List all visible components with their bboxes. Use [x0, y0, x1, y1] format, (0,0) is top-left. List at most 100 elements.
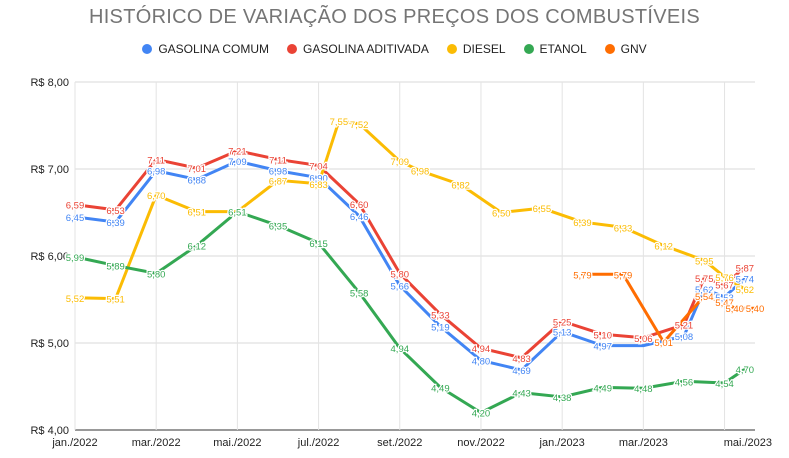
data-label: 5,47: [715, 298, 734, 309]
x-tick-label: jan./2023: [539, 437, 585, 449]
data-label: 5,80: [391, 269, 410, 280]
data-label: 4,38: [553, 393, 572, 404]
data-label: 5,66: [391, 282, 410, 293]
y-tick-label: R$ 7,00: [30, 164, 69, 176]
data-label: 4,54: [715, 379, 734, 390]
data-label: 7,01: [188, 164, 207, 175]
data-label: 4,56: [675, 377, 694, 388]
data-label: 5,95: [695, 256, 714, 267]
data-label: 5,01: [654, 338, 673, 349]
data-label: 5,51: [106, 295, 125, 306]
data-label: 6,45: [66, 213, 85, 224]
data-label: 5,08: [675, 332, 694, 343]
legend-item: GASOLINA COMUM: [142, 42, 269, 56]
data-label: 4,94: [391, 344, 410, 355]
data-label: 5,87: [736, 263, 755, 274]
data-label: 4,43: [512, 389, 531, 400]
data-label: 4,20: [472, 409, 491, 420]
legend-item: DIESEL: [446, 42, 506, 56]
legend-marker: [446, 44, 457, 54]
legend-item: GASOLINA ADITIVADA: [287, 42, 429, 56]
x-tick-label: jan./2022: [51, 437, 97, 449]
data-label: 7,04: [309, 162, 328, 173]
data-label: 4,83: [512, 354, 531, 365]
x-tick-label: jul./2022: [297, 437, 340, 449]
data-label: 5,10: [594, 330, 613, 341]
data-label: 5,76: [715, 273, 734, 284]
data-label: 7,11: [269, 155, 287, 166]
data-label: 5,19: [431, 322, 450, 333]
data-label: 5,80: [147, 269, 166, 280]
x-tick-label: mai./2023: [724, 437, 772, 449]
data-label: 5,75: [695, 274, 714, 285]
data-label: 4,97: [594, 342, 613, 353]
legend-label: DIESEL: [462, 42, 506, 56]
data-label: 5,13: [553, 328, 572, 339]
legend-item: GNV: [604, 42, 647, 56]
data-label: 5,67: [715, 281, 734, 292]
data-label: 5,89: [106, 262, 125, 273]
data-label: 5,52: [66, 294, 85, 305]
data-label: 6,70: [147, 191, 166, 202]
data-label: 5,33: [431, 310, 450, 321]
data-label: 7,09: [228, 157, 247, 168]
data-label: 7,55: [330, 117, 349, 128]
data-label: 4,49: [431, 383, 450, 394]
data-label: 4,94: [472, 344, 491, 355]
data-label: 6,39: [106, 218, 125, 229]
data-label: 5,06: [634, 334, 653, 345]
series-line: [73, 149, 747, 360]
data-label: 5,54: [695, 292, 714, 303]
data-label: 6,50: [492, 209, 511, 220]
data-label: 5,40: [725, 304, 744, 315]
data-label: 7,52: [350, 120, 369, 131]
x-tick-label: mar./2022: [132, 437, 181, 449]
data-label: 5,25: [553, 317, 572, 328]
data-label: 6,35: [269, 222, 288, 233]
data-label: 7,09: [391, 157, 410, 168]
x-tick-label: mai./2022: [213, 437, 261, 449]
data-label: 4,80: [472, 356, 491, 367]
data-label: 5,58: [350, 289, 369, 300]
data-label: 5,40: [746, 304, 765, 315]
data-label: 4,48: [634, 384, 653, 395]
data-label: 4,70: [736, 365, 755, 376]
data-label: 6,15: [309, 239, 328, 250]
data-label: 6,59: [66, 201, 85, 212]
data-label: 6,51: [228, 208, 247, 219]
y-tick-label: R$ 5,00: [30, 338, 69, 350]
y-tick-label: R$ 6,00: [30, 251, 69, 263]
x-tick-label: mar./2023: [619, 437, 668, 449]
data-label: 6,39: [573, 218, 592, 229]
data-label: 6,88: [188, 175, 207, 186]
data-label: 5,79: [573, 270, 592, 281]
data-label: 6,53: [106, 206, 125, 217]
series-line: [73, 210, 747, 415]
data-label: 6,83: [309, 180, 328, 191]
data-label: 6,87: [269, 176, 288, 187]
data-label: 5,62: [736, 285, 755, 296]
data-label: 6,55: [533, 204, 552, 215]
data-label: 5,74: [736, 275, 755, 286]
series-line: [73, 159, 747, 372]
data-label: 6,90: [309, 174, 328, 185]
legend-marker: [142, 44, 153, 54]
data-label: 6,98: [147, 167, 166, 178]
legend-label: GNV: [620, 42, 647, 56]
data-label: 6,46: [350, 212, 369, 223]
data-label: 5,99: [66, 253, 85, 264]
data-label: 5,62: [695, 285, 714, 296]
legend-label: ETANOL: [539, 42, 587, 56]
data-label: 6,12: [654, 242, 673, 253]
legend-marker: [287, 44, 298, 54]
legend-label: GASOLINA COMUM: [158, 42, 270, 56]
legend-label: GASOLINA ADITIVADA: [303, 42, 429, 56]
data-label: 6,51: [188, 208, 207, 219]
data-label: 4,49: [594, 383, 613, 394]
series-line: [580, 272, 757, 344]
data-label: 5,53: [715, 293, 734, 304]
chart-legend: GASOLINA COMUM GASOLINA ADITIVADA DIESEL ET…: [0, 42, 789, 56]
x-tick-label: nov./2022: [457, 437, 505, 449]
data-label: 6,82: [451, 181, 470, 192]
